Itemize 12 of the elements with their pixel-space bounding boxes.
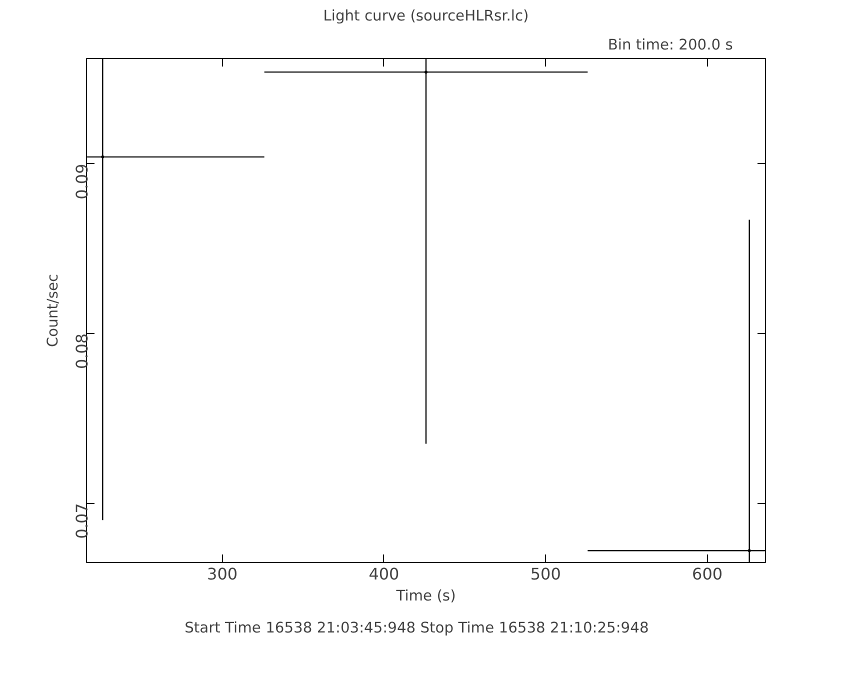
x-tick-label: 400 (368, 564, 400, 584)
y-tick-label: 0.09 (72, 164, 92, 200)
y-axis-title: Count/sec (44, 274, 62, 348)
x-axis-title: Time (s) (395, 588, 456, 604)
chart-subtitle: Bin time: 200.0 s (608, 36, 733, 54)
y-tick-label: 0.07 (72, 503, 92, 539)
x-tick-label: 600 (692, 564, 723, 584)
text: Start Time 16538 21:03:45:948 Stop Time 16538 21:10:25:948 (184, 620, 649, 636)
y-tick-label: 0.08 (72, 333, 92, 370)
x-tick-label: 500 (530, 564, 561, 584)
chart-title: Light curve (sourceHLRsr.lc) (323, 8, 529, 24)
x-tick-label: 300 (207, 564, 238, 584)
